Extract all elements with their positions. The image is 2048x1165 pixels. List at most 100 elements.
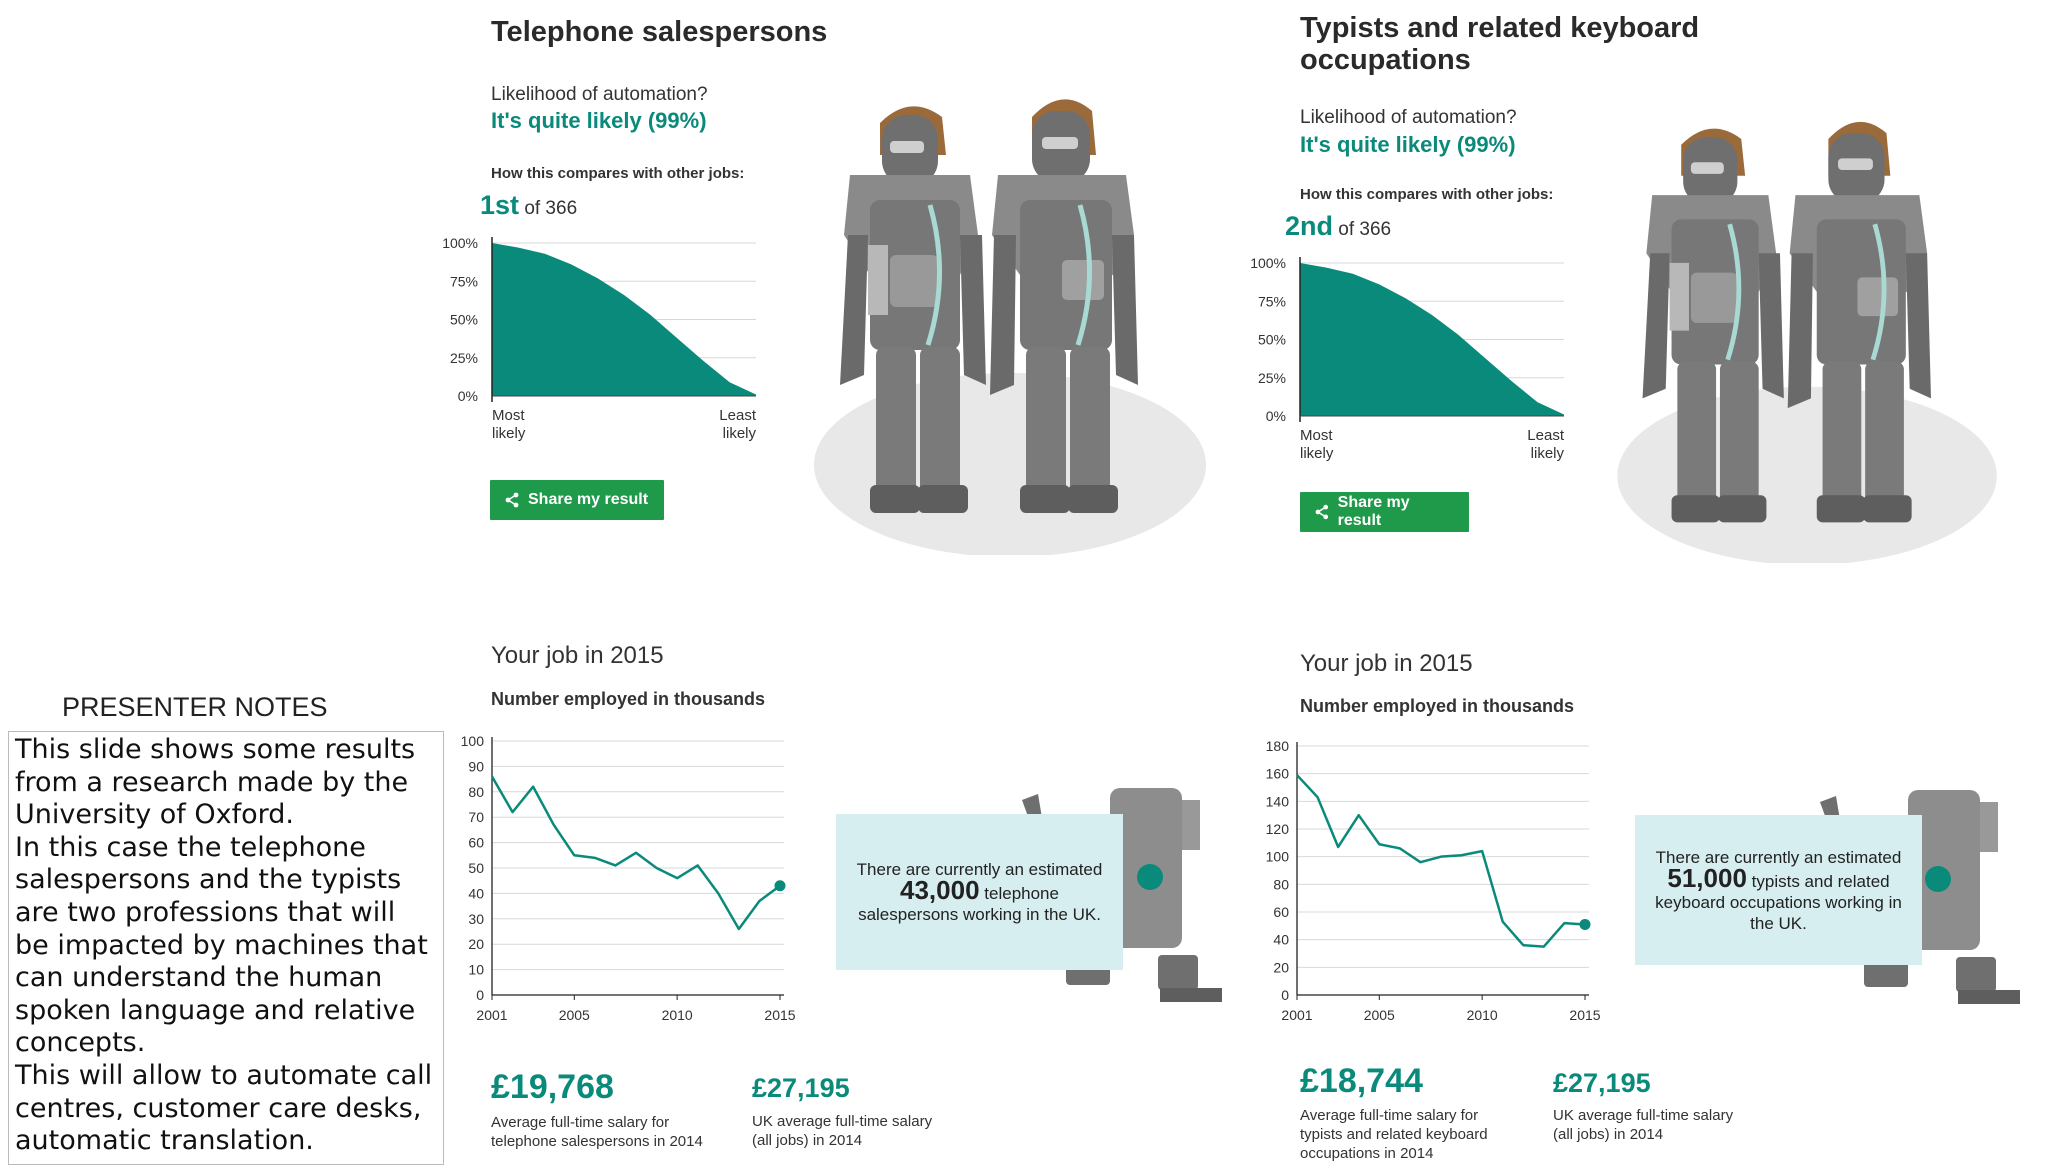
y-tick-label: 160 [1266,766,1290,782]
panel-right-title: Typists and related keyboard occupations [1300,12,1699,76]
y-tick-label: 100% [442,235,478,251]
panel-right-rank: 2nd of 366 [1285,211,1391,242]
y-tick-label: 0% [458,388,478,404]
y-tick-label: 25% [1258,370,1286,386]
panel-right-title-line1: Typists and related keyboard [1300,12,1700,44]
x-tick-label: 2001 [476,1007,507,1023]
x-tick-label: 2010 [1467,1007,1498,1023]
panel-left-answer: It's quite likely (99%) [491,108,707,133]
panel-right-your-job: Your job in 2015 [1300,650,1473,677]
panel-left-salary: £19,768 [491,1068,614,1106]
y-tick-label: 0% [1266,408,1286,424]
panel-left-rank: 1st of 366 [480,190,577,221]
employment-info-box-left: There are currently an estimated 43,000 … [836,814,1123,970]
y-tick-label: 75% [450,273,478,289]
robot-illustration [1617,121,1997,563]
y-tick-label: 20 [1273,959,1289,975]
x-label-right: Least [1527,427,1565,444]
y-tick-label: 90 [468,758,484,774]
y-tick-label: 10 [468,962,484,978]
share-button-right[interactable]: Share my result [1300,492,1469,532]
panel-left-compare-label: How this compares with other jobs: [491,165,745,182]
panel-right-uk-salary-caption: UK average full-time salary (all jobs) i… [1553,1107,1734,1143]
panel-left-salary-caption: Average full-time salary for telephone s… [491,1114,703,1150]
y-tick-label: 50 [468,860,484,876]
y-tick-label: 100 [461,733,485,749]
last-point-marker [774,880,786,892]
x-tick-label: 2001 [1281,1007,1312,1023]
panel-right-salary-caption: Average full-time salary for typists and… [1300,1107,1488,1162]
x-label-left: likely [492,425,526,442]
y-tick-label: 75% [1258,293,1286,309]
line-series [490,775,781,931]
x-label-left: Most [1300,427,1333,444]
panel-right-employed-label: Number employed in thousands [1300,696,1575,716]
share-button-left[interactable]: Share my result [490,480,664,520]
x-tick-label: 2005 [559,1007,590,1023]
y-tick-label: 40 [468,885,484,901]
panel-right-answer: It's quite likely (99%) [1300,132,1516,157]
rank-total: of 366 [1338,219,1392,240]
x-tick-label: 2010 [662,1007,693,1023]
x-tick-label: 2005 [1364,1007,1395,1023]
y-tick-label: 50% [450,312,478,328]
presenter-notes-heading: PRESENTER NOTES [62,692,328,722]
info-number: 43,000 [900,875,980,905]
rank-total: of 366 [524,198,578,219]
presenter-notes-text: This slide shows some results from a res… [8,731,444,1165]
share-button-label: Share my result [528,491,649,508]
employment-info-box-right: There are currently an estimated 51,000 … [1635,815,1922,965]
y-tick-label: 80 [1273,876,1289,892]
x-tick-label: 2015 [1569,1007,1600,1023]
y-tick-label: 70 [468,809,484,825]
y-tick-label: 100 [1266,849,1290,865]
y-tick-label: 60 [468,835,484,851]
panel-left-uk-salary-caption: UK average full-time salary (all jobs) i… [752,1113,933,1149]
panel-left-title: Telephone salespersons [491,16,828,48]
info-text-pre: There are currently an estimated [856,860,1103,879]
x-label-left: likely [1300,445,1334,462]
share-button-label: Share my result [1337,494,1410,529]
info-text-pre: There are currently an estimated [1655,847,1902,867]
panel-right-question: Likelihood of automation? [1300,107,1517,128]
panel-left-employed-label: Number employed in thousands [491,689,766,709]
y-tick-label: 30 [468,911,484,927]
panel-right-compare-label: How this compares with other jobs: [1300,186,1554,203]
y-tick-label: 0 [476,987,484,1003]
y-tick-label: 50% [1258,332,1286,348]
info-text-post: typists and related keyboard occupations… [1655,871,1902,933]
employment-chart-right: 180 160 140 120 100 80 60 40 20 0 2001 2005 2010 2015 [1266,738,1600,1023]
y-tick-label: 120 [1266,821,1290,837]
panel-right-title-line2: occupations [1300,44,1471,76]
panel-left-your-job: Your job in 2015 [491,642,664,669]
area-series [492,243,756,396]
y-tick-label: 140 [1266,793,1290,809]
info-number: 51,000 [1667,862,1747,893]
share-icon [505,492,519,508]
panel-left-uk-salary: £27,195 [752,1073,850,1103]
x-label-left: Most [492,407,525,424]
panel-left-question: Likelihood of automation? [491,84,708,105]
y-tick-label: 180 [1266,738,1290,754]
share-icon [1315,504,1329,520]
x-label-right: likely [1531,445,1565,462]
x-tick-label: 2015 [764,1007,795,1023]
presenter-notes-body: This slide shows some results from a res… [15,734,433,1157]
x-label-right: likely [723,425,757,442]
rank-number: 2nd [1285,211,1334,241]
y-tick-label: 25% [450,350,478,366]
y-tick-label: 40 [1273,932,1289,948]
y-tick-label: 100% [1250,255,1286,271]
line-series [1296,774,1586,948]
panel-right-salary: £18,744 [1300,1062,1423,1100]
rank-number: 1st [480,190,520,220]
area-series [1300,263,1564,416]
x-label-right: Least [719,407,757,424]
panel-right-uk-salary: £27,195 [1553,1068,1651,1098]
y-tick-label: 0 [1281,987,1289,1003]
last-point-marker [1579,918,1591,930]
y-tick-label: 20 [468,936,484,952]
